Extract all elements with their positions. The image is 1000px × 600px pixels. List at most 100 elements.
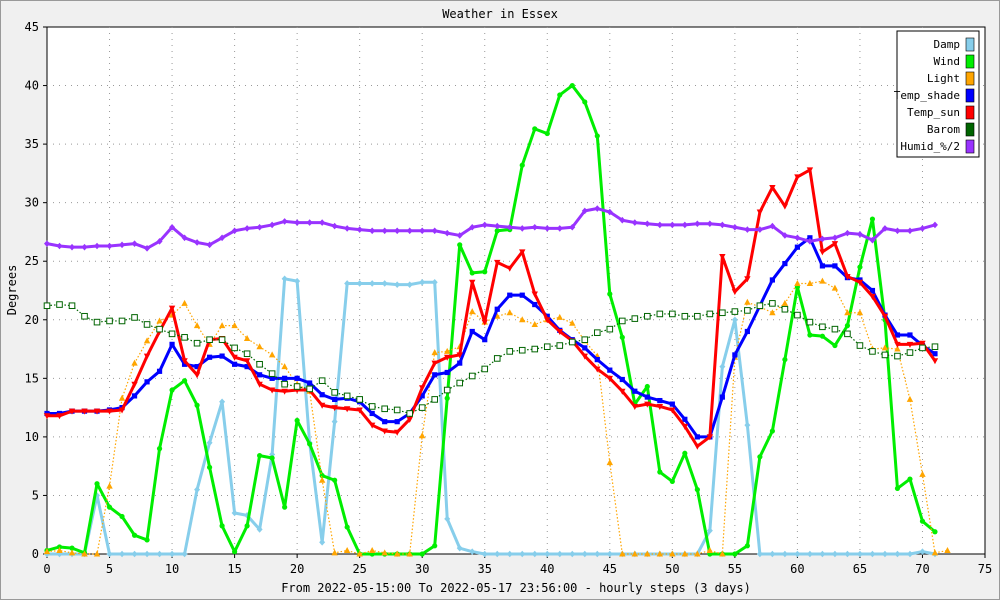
barom-point	[181, 334, 188, 341]
light-point	[619, 550, 626, 557]
damp-point	[394, 281, 401, 288]
temp-sun-point	[744, 276, 751, 283]
wind-point	[457, 242, 463, 248]
light-point	[444, 347, 451, 354]
damp-point	[606, 550, 613, 558]
damp-point	[556, 550, 563, 558]
temp-sun-point	[731, 289, 739, 296]
x-tick-label: 50	[665, 562, 679, 576]
light-point	[894, 345, 901, 352]
humid-2-point	[606, 208, 613, 216]
temp-shade-point	[257, 372, 263, 378]
humid-2-point	[281, 218, 288, 225]
temp-shade-point	[444, 369, 450, 376]
temp-sun-point	[243, 358, 251, 365]
x-tick-label: 70	[915, 562, 929, 576]
temp-sun-point	[844, 273, 851, 280]
legend-swatch	[965, 105, 975, 120]
barom-point	[81, 312, 88, 320]
legend: Damp Wind Light Temp_shade Temp_sun Barom Humi…	[894, 30, 980, 158]
humid-2-point	[56, 242, 63, 250]
barom-point	[919, 344, 926, 352]
humid-2-point	[81, 243, 88, 251]
temp-sun-point	[906, 341, 914, 348]
damp-point	[719, 363, 726, 370]
temp-shade-point	[632, 388, 638, 394]
damp-point	[206, 439, 213, 447]
humid-2-point	[44, 240, 50, 247]
light-point	[706, 546, 714, 553]
humid-2-point	[344, 225, 351, 232]
x-tick-label: 40	[540, 562, 554, 576]
damp-point	[594, 550, 601, 558]
humid-2-point	[531, 223, 538, 231]
humid-2-point	[494, 222, 501, 230]
wind-point	[907, 476, 913, 482]
humid-2-point	[206, 241, 213, 249]
y-tick-label: 10	[25, 430, 39, 444]
temp-shade-point	[894, 332, 901, 338]
damp-point	[781, 550, 788, 558]
barom-point	[706, 310, 714, 318]
light-point	[519, 316, 526, 323]
barom-point	[318, 377, 326, 384]
damp-point	[506, 550, 513, 558]
legend-swatch	[965, 122, 975, 137]
wind-point	[644, 383, 650, 390]
temp-shade-point	[594, 356, 600, 363]
temp-sun-point	[931, 358, 939, 365]
barom-point	[518, 346, 526, 354]
temp-sun-point	[794, 174, 801, 181]
wind-point	[844, 323, 851, 329]
humid-2-point	[294, 219, 301, 226]
temp-shade-point	[307, 380, 313, 386]
humid-2-point	[319, 219, 326, 226]
humid-2-point	[544, 225, 551, 232]
wind-point	[269, 455, 275, 461]
temp-sun-point	[756, 209, 764, 216]
barom-point	[881, 351, 889, 359]
temp-sun-point	[393, 429, 401, 436]
legend-label: Humid_%/2	[900, 140, 960, 153]
light-point	[181, 299, 188, 306]
humid-2-point	[631, 219, 638, 226]
humid-2-point	[806, 238, 813, 245]
temp-shade-point	[282, 375, 288, 381]
humid-2-point	[844, 229, 851, 237]
temp-shade-point	[181, 361, 188, 367]
temp-sun-point	[594, 366, 601, 373]
light-point	[631, 550, 639, 557]
wind-point	[144, 537, 150, 543]
damp-point	[119, 550, 126, 558]
temp-shade-point	[244, 364, 250, 370]
humid-2-point	[706, 220, 713, 228]
temp-sun-point	[343, 406, 351, 413]
temp-sun-point	[819, 249, 826, 256]
humid-2-point	[431, 227, 438, 235]
light-point	[118, 394, 126, 401]
temp-sun-point	[331, 405, 338, 412]
humid-2-point	[881, 225, 888, 232]
barom-point	[631, 315, 639, 322]
y-tick-label: 30	[25, 196, 39, 210]
wind-point	[294, 417, 300, 424]
damp-point	[569, 550, 576, 558]
temp-sun-point	[719, 254, 726, 261]
temp-shade-point	[807, 235, 813, 241]
humid-2-point	[519, 225, 526, 232]
x-tick-label: 30	[415, 562, 429, 576]
wind-point	[569, 82, 575, 89]
light-point	[318, 476, 326, 483]
light-point	[494, 312, 501, 319]
light-point	[569, 319, 576, 326]
light-point	[356, 550, 363, 557]
temp-sun-point	[706, 434, 714, 441]
barom-point	[831, 325, 839, 333]
light-point	[43, 548, 51, 555]
temp-shade-point	[382, 419, 388, 425]
damp-point	[819, 550, 826, 558]
barom-point	[681, 312, 689, 320]
temp-sun-point	[606, 375, 613, 382]
temp-sun-point	[781, 203, 789, 210]
temp-shade-point	[644, 394, 650, 400]
